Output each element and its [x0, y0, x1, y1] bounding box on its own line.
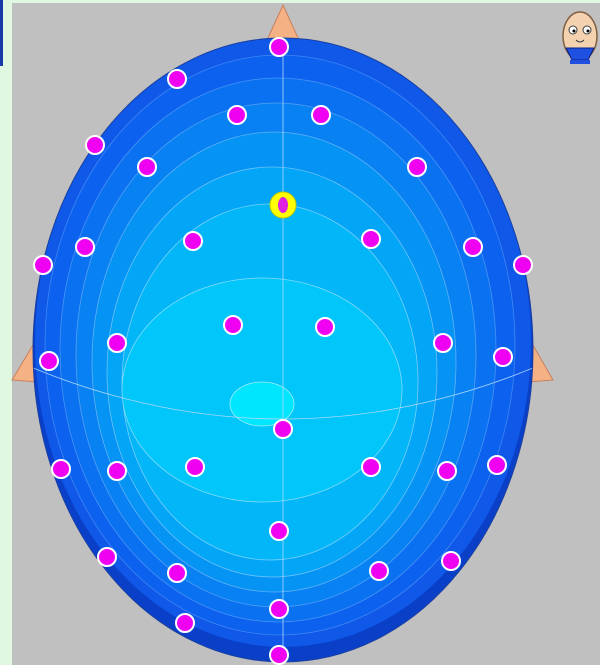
- electrode[interactable]: [175, 613, 195, 633]
- pupil: [586, 29, 590, 33]
- electrode[interactable]: [33, 255, 53, 275]
- electrode[interactable]: [107, 461, 127, 481]
- mascot-icon[interactable]: [562, 11, 598, 64]
- egg-cup-base: [570, 60, 590, 64]
- electrode[interactable]: [227, 105, 247, 125]
- electrode[interactable]: [407, 157, 427, 177]
- electrode[interactable]: [361, 229, 381, 249]
- electrode[interactable]: [183, 231, 203, 251]
- electrode[interactable]: [269, 37, 289, 57]
- electrode[interactable]: [167, 69, 187, 89]
- contour-peak: [229, 381, 295, 427]
- electrode[interactable]: [441, 551, 461, 571]
- side-marker: [0, 0, 3, 66]
- electrode[interactable]: [513, 255, 533, 275]
- electrode[interactable]: [107, 333, 127, 353]
- electrode[interactable]: [39, 351, 59, 371]
- electrode[interactable]: [493, 347, 513, 367]
- electrode[interactable]: [137, 157, 157, 177]
- pupil: [572, 29, 576, 33]
- electrode[interactable]: [167, 563, 187, 583]
- electrode-layer: [33, 37, 533, 665]
- electrode[interactable]: [369, 561, 389, 581]
- electrode[interactable]: [269, 645, 289, 665]
- electrode[interactable]: [75, 237, 95, 257]
- electrode[interactable]: [433, 333, 453, 353]
- electrode[interactable]: [223, 315, 243, 335]
- electrode[interactable]: [463, 237, 483, 257]
- electrode[interactable]: [315, 317, 335, 337]
- electrode[interactable]: [437, 461, 457, 481]
- electrode[interactable]: [269, 599, 289, 619]
- head-surface: [33, 38, 533, 662]
- electrode[interactable]: [185, 457, 205, 477]
- equator-line: [33, 367, 533, 420]
- electrode[interactable]: [51, 459, 71, 479]
- electrode[interactable]: [97, 547, 117, 567]
- selected-electrode[interactable]: [278, 197, 288, 213]
- electrode[interactable]: [487, 455, 507, 475]
- electrode[interactable]: [311, 105, 331, 125]
- electrode[interactable]: [273, 419, 293, 439]
- electrode[interactable]: [361, 457, 381, 477]
- electrode[interactable]: [269, 521, 289, 541]
- mouth: [575, 39, 585, 43]
- electrode[interactable]: [85, 135, 105, 155]
